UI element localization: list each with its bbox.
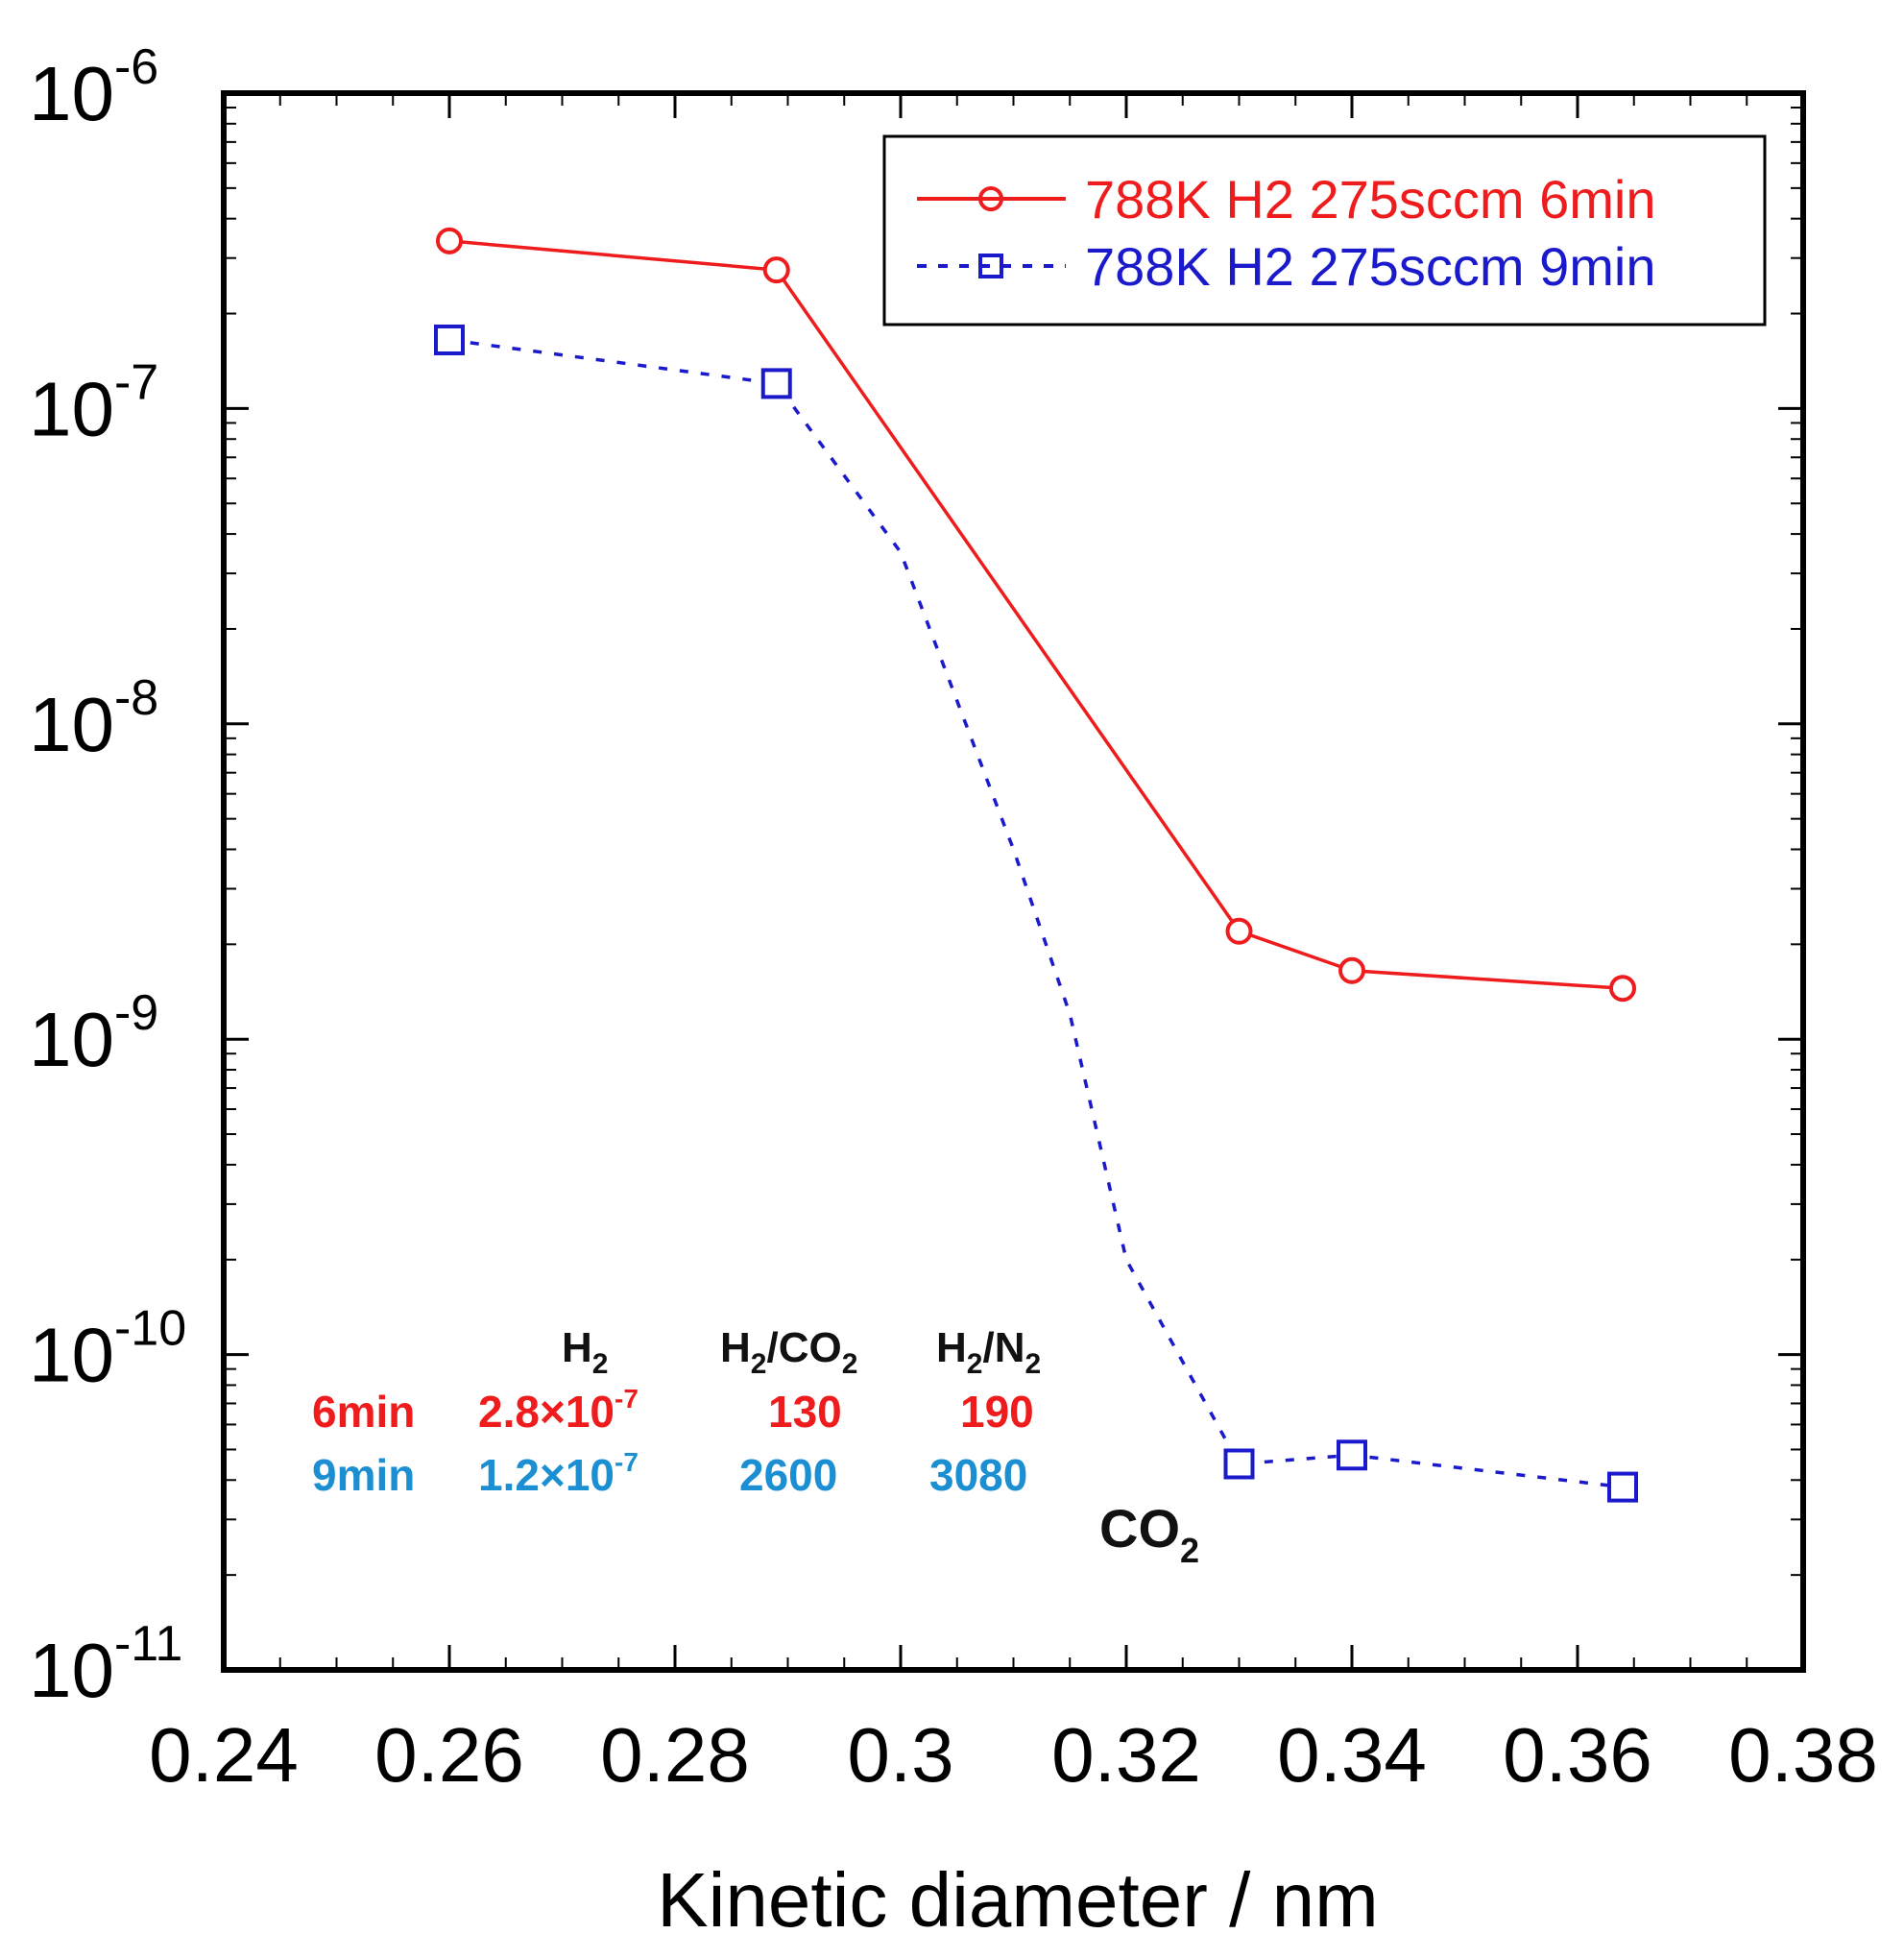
- legend-label-9min: 788K H2 275sccm 9min: [1085, 236, 1656, 297]
- header-h2-n2-sub: 2: [967, 1348, 983, 1380]
- header-h2-co2-main: H: [720, 1324, 751, 1371]
- y-tick-base: 10: [29, 51, 114, 136]
- row-6min-h2-co2: 130: [768, 1387, 842, 1437]
- co2-main: CO: [1099, 1498, 1180, 1559]
- header-h2-co2-tail: /CO: [766, 1324, 841, 1371]
- x-tick-label: 0.3: [847, 1712, 953, 1798]
- x-tick-labels: 0.24 0.26 0.28 0.3 0.32 0.34 0.36 0.38: [149, 1712, 1878, 1798]
- data-point-square: [1223, 1448, 1255, 1480]
- header-h2-co2-sub: 2: [751, 1348, 767, 1380]
- y-tick-exponent: -8: [114, 670, 158, 726]
- x-tick-label: 0.36: [1503, 1712, 1652, 1798]
- data-point-circle: [1338, 956, 1365, 984]
- x-tick-label: 0.24: [149, 1712, 299, 1798]
- row-6min-times: ×: [540, 1387, 566, 1437]
- y-tick-exponent: -9: [114, 985, 158, 1041]
- inset-table: H2 H2/CO2 H2/N2 6min 2.8×10-7 130 190 9m…: [312, 1324, 1041, 1500]
- legend-marker-9min: [978, 254, 1003, 278]
- row-9min-base: 10: [566, 1450, 615, 1500]
- row-9min-times: ×: [540, 1450, 566, 1500]
- row-6min-base: 10: [566, 1387, 615, 1437]
- y-tick-exponent: -6: [114, 39, 158, 95]
- data-point-square: [434, 324, 465, 355]
- x-tick-label: 0.38: [1728, 1712, 1878, 1798]
- series-layer: [434, 227, 1638, 1503]
- row-6min-h2-mantissa: 2.8: [478, 1387, 540, 1437]
- header-h2-n2-main: H: [936, 1324, 967, 1371]
- header-h2-n2: H2/N2: [936, 1324, 1041, 1380]
- header-h2: H2: [562, 1324, 608, 1380]
- y-tick-exponent: -11: [114, 1616, 182, 1672]
- y-tick-label: 10-11: [29, 1616, 182, 1713]
- header-h2-co2: H2/CO2: [720, 1324, 857, 1380]
- legend-marker-6min: [978, 186, 1003, 211]
- table-row-9min: 9min 1.2×10-7 2600 3080: [312, 1447, 1027, 1500]
- plot-frame: [221, 90, 1806, 1673]
- data-point-square: [1337, 1439, 1367, 1471]
- row-9min-h2-n2: 3080: [929, 1450, 1027, 1500]
- row-9min-h2-mantissa: 1.2: [478, 1450, 540, 1500]
- data-point-circle: [436, 227, 463, 254]
- y-tick-label: 10-8: [29, 670, 158, 767]
- series-line-1: [448, 338, 1624, 1489]
- table-row-6min: 6min 2.8×10-7 130 190: [312, 1384, 1034, 1437]
- data-point-square: [760, 368, 792, 399]
- y-tick-label: 10-7: [29, 354, 158, 451]
- header-h2-sub: 2: [592, 1348, 609, 1380]
- co2-label: CO2: [1099, 1498, 1199, 1570]
- data-point-circle: [1225, 917, 1253, 945]
- y-tick-base: 10: [29, 1313, 114, 1398]
- y-tick-label: 10-9: [29, 985, 158, 1082]
- y-tick-label: 10-6: [29, 39, 158, 136]
- header-h2-co2-tail-sub: 2: [842, 1348, 858, 1380]
- y-tick-base: 10: [29, 366, 114, 451]
- co2-sub: 2: [1180, 1531, 1199, 1570]
- x-tick-label: 0.28: [600, 1712, 750, 1798]
- row-6min-h2-n2: 190: [960, 1387, 1034, 1437]
- row-9min-h2-co2: 2600: [739, 1450, 837, 1500]
- y-tick-exponent: -10: [114, 1301, 186, 1357]
- header-h2-main: H: [562, 1324, 592, 1371]
- row-9min-exp: -7: [615, 1447, 639, 1477]
- row-9min-h2: 1.2×10-7: [478, 1447, 639, 1500]
- y-tick-base: 10: [29, 997, 114, 1082]
- y-tick-base: 10: [29, 682, 114, 767]
- y-tick-base: 10: [29, 1628, 114, 1713]
- y-tick-label: 10-10: [29, 1301, 186, 1398]
- legend: 788K H2 275sccm 6min 788K H2 275sccm 9mi…: [882, 134, 1767, 326]
- x-tick-label: 0.26: [374, 1712, 524, 1798]
- x-tick-label: 0.34: [1277, 1712, 1427, 1798]
- y-tick-exponent: -7: [114, 354, 158, 410]
- data-point-circle: [762, 256, 790, 284]
- data-point-circle: [1609, 975, 1636, 1003]
- header-h2-n2-tail-sub: 2: [1024, 1348, 1041, 1380]
- row-6min-label: 6min: [312, 1387, 415, 1437]
- row-6min-h2: 2.8×10-7: [478, 1384, 639, 1437]
- data-point-square: [1607, 1471, 1638, 1503]
- legend-label-6min: 788K H2 275sccm 6min: [1085, 169, 1656, 230]
- series-line-0: [448, 239, 1624, 990]
- x-tick-label: 0.32: [1051, 1712, 1201, 1798]
- header-h2-n2-tail: /N: [982, 1324, 1024, 1371]
- row-9min-label: 9min: [312, 1450, 415, 1500]
- x-axis-label: Kinetic diameter / nm: [657, 1857, 1378, 1943]
- legend-box: [882, 134, 1767, 326]
- row-6min-exp: -7: [615, 1384, 639, 1414]
